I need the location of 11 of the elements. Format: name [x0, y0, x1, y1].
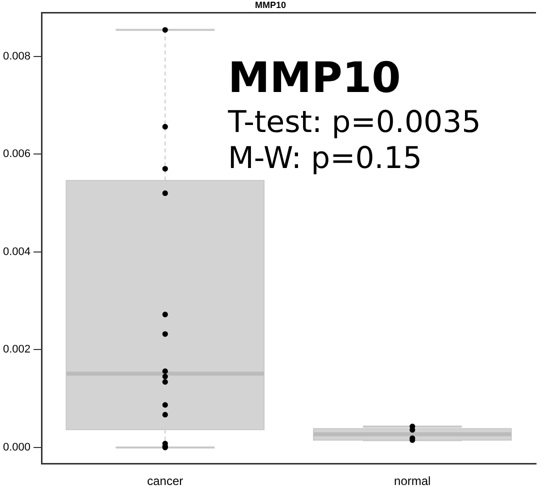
- x-tick-label: cancer: [147, 474, 184, 488]
- x-tick-label: normal: [394, 474, 431, 488]
- y-tick-label: 0.002: [2, 344, 31, 356]
- text: MMP10: [254, 0, 286, 10]
- annotation: T-test: p=0.0035: [227, 105, 481, 140]
- y-tick-label: 0.008: [2, 50, 31, 62]
- y-tick-label: 0.000: [2, 441, 31, 454]
- y-tick-label: 0.006: [2, 148, 31, 160]
- annotation: M-W: p=0.15: [228, 141, 422, 176]
- y-tick-label: 0.004: [2, 246, 31, 258]
- text: MMP10: [228, 53, 401, 102]
